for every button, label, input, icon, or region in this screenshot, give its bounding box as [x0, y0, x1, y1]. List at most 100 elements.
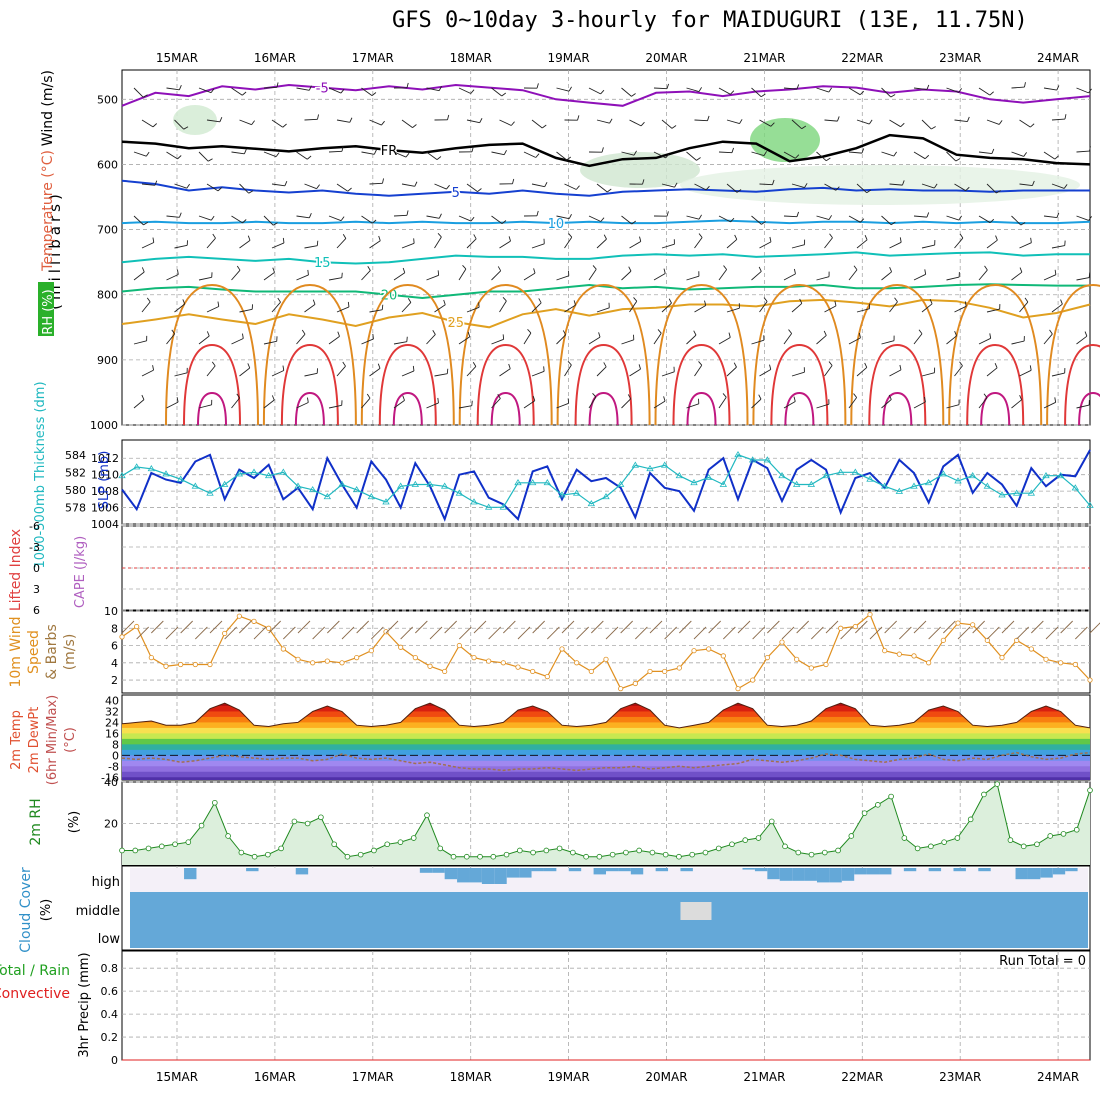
thickness-tick: 584 — [65, 449, 86, 462]
wind-barb-flag — [575, 185, 580, 190]
wind-speed-marker — [882, 648, 888, 654]
wind-speed-marker — [471, 655, 477, 661]
wind-barb-flag — [663, 396, 666, 402]
wind-barb — [1051, 372, 1065, 377]
axis-label-cape: CAPE (J/kg) — [73, 536, 88, 608]
surface-wind-barb — [239, 620, 252, 634]
thickness-marker — [924, 478, 933, 486]
wind-barb-flag — [272, 222, 278, 226]
wind-barb-flag — [958, 88, 962, 93]
wind-barb — [1043, 151, 1056, 160]
surface-wind-barb — [429, 626, 443, 640]
thickness-marker — [279, 468, 288, 475]
wind-barb-flag — [994, 363, 998, 368]
wind-barb — [661, 119, 673, 129]
wind-speed-marker — [442, 668, 448, 675]
isotherm-line — [121, 251, 1090, 265]
wind-barb-flag — [793, 268, 796, 274]
wind-barb — [783, 273, 796, 281]
wind-barb — [856, 183, 867, 194]
thickness-marker — [411, 480, 420, 487]
wind-barb — [1043, 401, 1056, 409]
wind-barb — [361, 270, 371, 281]
high-cloud-bar — [866, 868, 880, 875]
wind-barb — [401, 183, 415, 187]
wind-barb — [1076, 277, 1090, 281]
rh-marker — [145, 845, 152, 852]
wind-barb — [133, 340, 147, 345]
thickness-marker — [1012, 489, 1021, 496]
wind-barb-flag — [728, 332, 731, 338]
wind-barb-flag — [627, 394, 632, 400]
wind-speed-marker — [163, 663, 169, 669]
wind-barb — [564, 236, 573, 249]
surface-wind-barb — [327, 620, 340, 634]
wind-barb — [856, 239, 868, 249]
rh-marker — [251, 853, 258, 860]
thickness-marker — [968, 471, 977, 479]
wind-barb-flag — [186, 183, 190, 189]
wind-barb — [986, 308, 1000, 313]
surface-wind-barb — [165, 626, 179, 640]
wind-barb-flag — [1029, 365, 1032, 371]
wind-barb — [1076, 215, 1089, 221]
wind-barb-flag — [1088, 88, 1092, 94]
wind-barb — [231, 397, 241, 409]
wind-barb-flag — [603, 362, 607, 368]
axis-label-rh-unit: (%) — [67, 811, 82, 834]
wind-barb — [621, 398, 632, 409]
surface-wind-barb — [869, 626, 883, 640]
wind-barb — [231, 151, 245, 155]
wind-speed-marker — [1043, 656, 1049, 662]
wind-barb — [986, 239, 998, 249]
thickness-marker — [851, 468, 860, 475]
wind-barb-flag — [342, 361, 346, 367]
date-label-bottom: 23MAR — [939, 1070, 981, 1084]
wind-barb — [401, 242, 415, 249]
surface-wind-barb — [547, 626, 560, 640]
wind-barb-flag — [219, 117, 223, 122]
wind-speed-marker — [119, 634, 125, 640]
wind-barb — [1076, 150, 1090, 153]
wind-barb — [759, 241, 772, 249]
surface-wind-barb — [605, 626, 619, 640]
wind-barb-flag — [210, 88, 215, 93]
wind-barb — [141, 183, 155, 186]
wind-barb-flag — [217, 301, 220, 307]
axis-label-rh: RH (%) — [41, 289, 56, 334]
wind-barb — [816, 151, 827, 162]
wind-barb-flag — [437, 397, 439, 403]
wind-barb — [889, 241, 902, 249]
wind-barb-flag — [828, 215, 832, 220]
high-cloud-bar — [184, 868, 197, 880]
wind-barb — [523, 400, 536, 409]
wind-barb — [661, 183, 675, 188]
wind-barb-flag — [207, 158, 213, 162]
rh-marker — [649, 849, 656, 856]
wind-barb-flag — [983, 393, 988, 399]
wind-barb — [913, 401, 926, 409]
rh-marker — [981, 791, 987, 798]
wind-barb-flag — [533, 268, 536, 274]
thickness-marker — [338, 480, 346, 487]
wind-speed-marker — [1028, 646, 1034, 652]
wind-barb-flag — [633, 150, 637, 156]
wind-speed-marker — [823, 661, 829, 668]
wind-speed-marker — [412, 655, 418, 661]
rh-marker — [463, 853, 470, 860]
wind-barb — [296, 274, 309, 281]
wind-barb-flag — [899, 237, 902, 243]
wind-barb — [231, 215, 243, 224]
rh-marker — [490, 853, 497, 860]
wind-barb-flag — [347, 301, 350, 307]
wind-barb-flag — [996, 190, 1001, 194]
wind-barb-flag — [631, 93, 636, 97]
pressure-tick: 800 — [97, 289, 118, 302]
surface-wind-barb — [356, 620, 369, 634]
wind-barb-flag — [926, 84, 930, 90]
wind-barb-flag — [317, 114, 320, 120]
pressure-tick: 1000 — [90, 419, 118, 432]
wind-barb-flag — [272, 267, 275, 273]
wind-barb — [791, 303, 803, 313]
